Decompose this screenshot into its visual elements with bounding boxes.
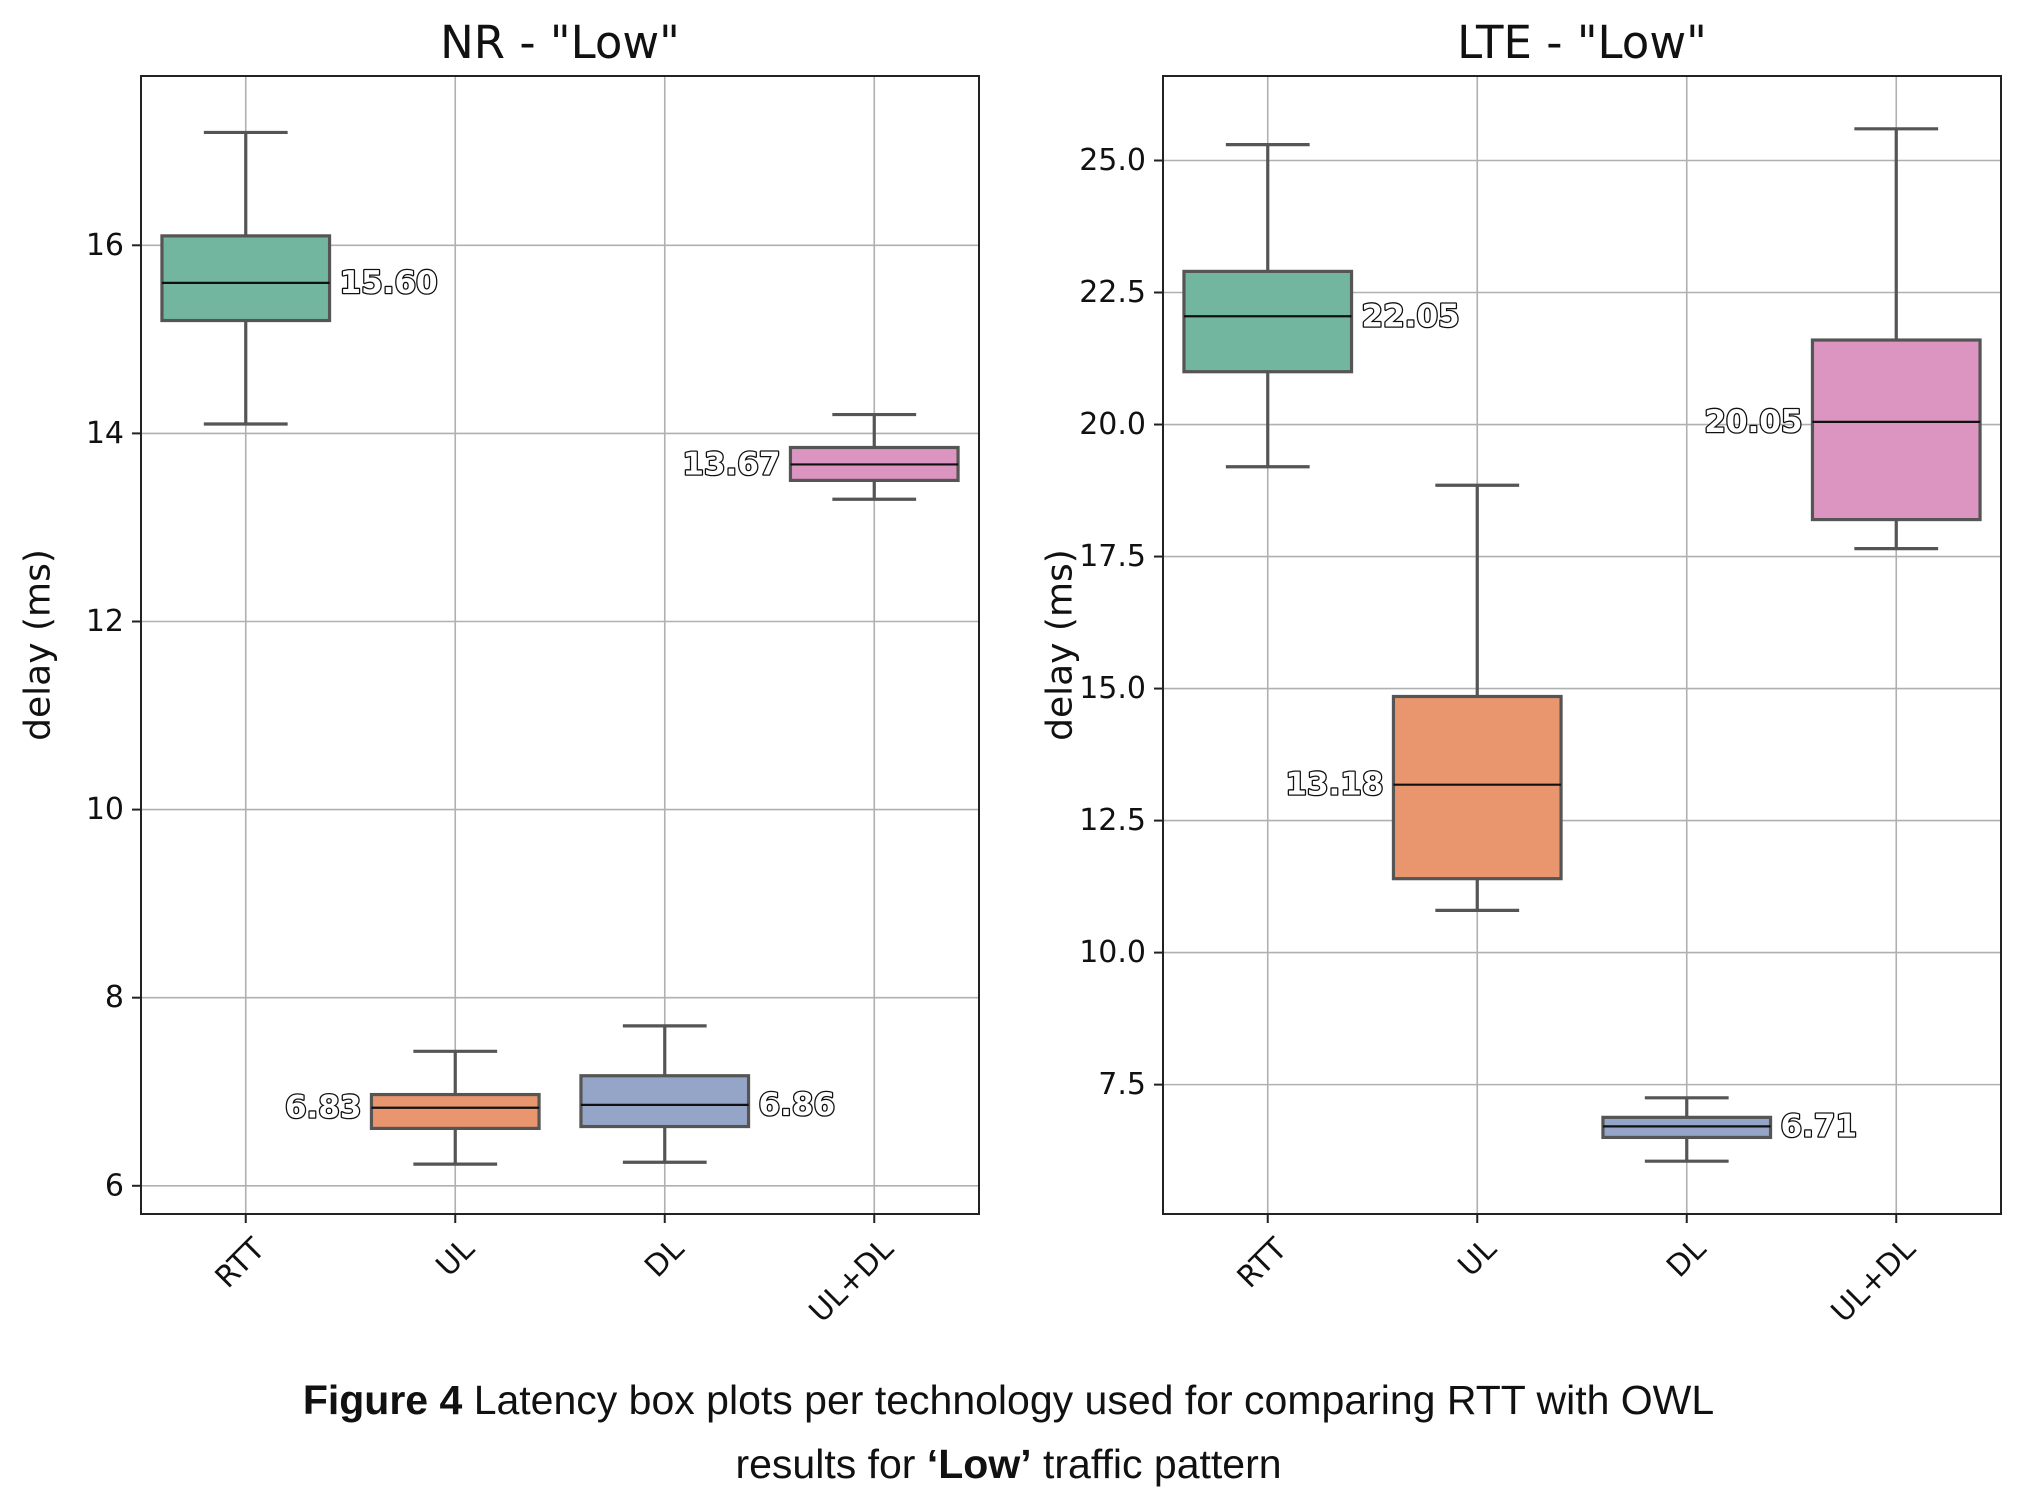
x-tick-label: UL+DL [803,1231,901,1329]
median-label: 15.60 [340,265,438,301]
caption-text-3: traffic pattern [1031,1441,1282,1487]
chart-title: LTE - "Low" [1457,16,1707,69]
y-tick-label: 10.0 [1079,935,1146,970]
iqr-box [369,1092,541,1131]
box-rtt: 15.60 [160,130,439,426]
iqr-box [160,234,332,323]
plot-frame [1162,75,2002,1215]
y-axis-label: delay (ms) [1040,549,1081,741]
y-tick-label: 7.5 [1098,1067,1146,1102]
x-tick-label: DL [638,1231,691,1284]
median-label: 13.18 [1285,767,1383,803]
x-tick-label: DL [1660,1231,1713,1284]
box-ul-dl: 13.67 [681,412,960,501]
caption-line-1: Figure 4 Latency box plots per technolog… [0,1368,2017,1432]
x-tick-label: UL [430,1231,482,1283]
chart-lte-low: 22.05 13.18 6.71 20.05 7.5 10.0 12.5 15.0 17.5 20… [1040,16,2002,1330]
y-tick-label: 17.5 [1079,539,1146,574]
median-label: 6.71 [1781,1108,1858,1144]
x-tick-label: RTT [209,1231,273,1295]
x-tick-label: UL [1452,1231,1504,1283]
y-tick-label: 6 [105,1168,124,1203]
y-tick-label: 15.0 [1079,671,1146,706]
gridlines [141,76,979,1214]
median-label: 20.05 [1704,404,1802,440]
median-label: 6.83 [285,1090,362,1126]
y-tick-label: 8 [105,980,124,1015]
iqr-box [579,1074,751,1129]
box-ul: 13.18 [1284,483,1563,912]
chart-nr-low: 15.60 6.83 6.86 13.67 6 8 10 12 14 16 RTT UL DL UL+DL… [18,16,980,1330]
plot-frame [140,75,980,1215]
median-label: 6.86 [759,1087,836,1123]
y-tick-label: 12.5 [1079,803,1146,838]
y-tick-label: 10 [86,792,124,827]
box-dl: 6.86 [579,1024,836,1164]
x-tick-label: UL+DL [1825,1231,1923,1329]
caption-line-2: results for ‘Low’ traffic pattern [0,1432,2017,1496]
y-tick-label: 12 [86,604,124,639]
iqr-box [1182,269,1354,374]
iqr-box [1391,694,1563,881]
box-rtt: 22.05 [1182,143,1461,469]
x-tick-label: RTT [1231,1231,1295,1295]
caption-text-1: Latency box plots per technology used fo… [462,1377,1715,1423]
caption-pattern-name: ‘Low’ [926,1441,1032,1487]
median-label: 13.67 [682,446,780,482]
y-tick-label: 20.0 [1079,407,1146,442]
y-tick-label: 16 [86,228,124,263]
y-tick-label: 14 [86,416,124,451]
figure-caption: Figure 4 Latency box plots per technolog… [0,1368,2017,1496]
chart-title: NR - "Low" [440,16,680,69]
box-ul: 6.83 [284,1049,541,1166]
y-axis-label: delay (ms) [18,549,59,741]
box-dl: 6.71 [1601,1096,1858,1163]
y-tick-label: 25.0 [1079,143,1146,178]
iqr-box [1810,338,1982,522]
caption-figure-number: Figure 4 [302,1377,463,1423]
median-label: 22.05 [1362,298,1460,334]
caption-text-2: results for [735,1441,927,1487]
y-tick-label: 22.5 [1079,275,1146,310]
box-ul-dl: 20.05 [1703,127,1982,551]
gridlines [1163,76,2001,1214]
